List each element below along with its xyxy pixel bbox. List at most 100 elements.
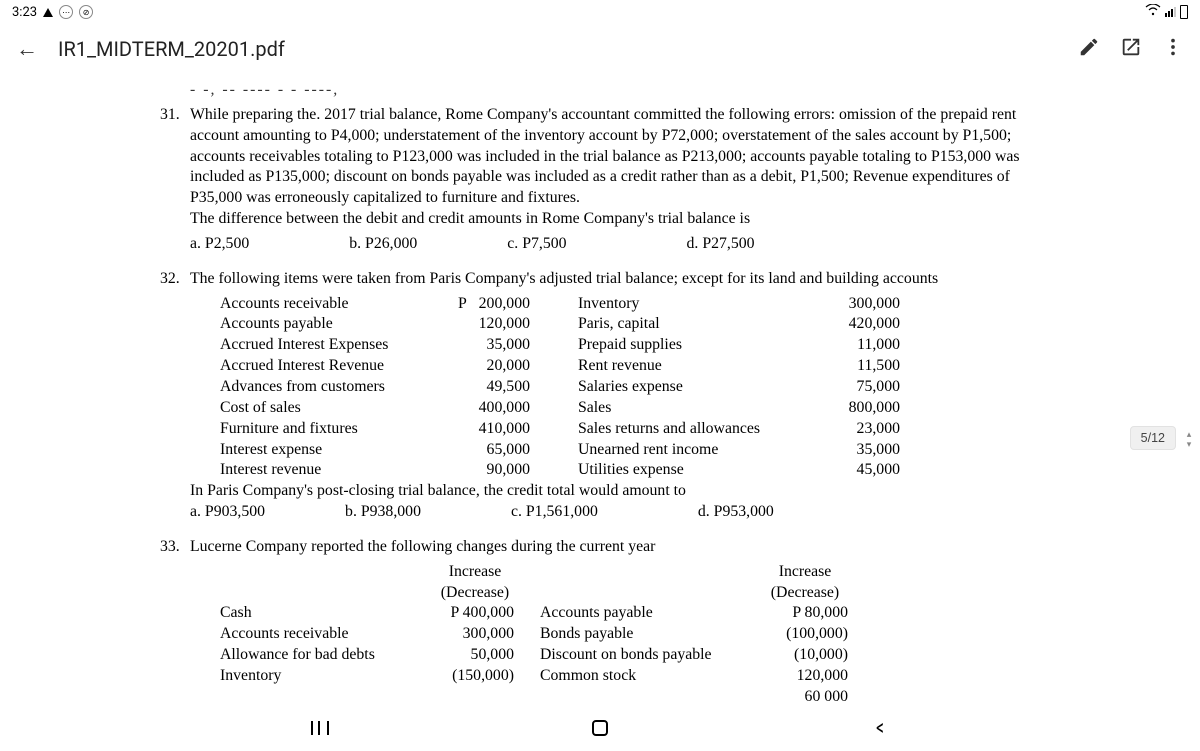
battery-icon [1180, 5, 1188, 19]
acct-val: 65,000 [450, 440, 530, 461]
choice-b: b. P26,000 [349, 234, 417, 255]
app-bar: ← IR1_MIDTERM_20201.pdf [0, 24, 1200, 74]
table-cell: 300,000 [420, 624, 530, 645]
table-cell: P 80,000 [750, 603, 860, 624]
acct-name: Interest expense [220, 440, 420, 461]
status-bar: 3:23 ⋯ ⊘ [0, 0, 1200, 24]
question-number: 33. [160, 537, 190, 558]
col-header: Increase [750, 562, 860, 583]
acct-name: Advances from customers [220, 377, 420, 398]
table-cell: (100,000) [750, 624, 860, 645]
open-external-icon[interactable] [1120, 36, 1142, 63]
acct-val: 75,000 [820, 377, 900, 398]
recents-button[interactable] [309, 717, 331, 739]
acct-val: 90,000 [450, 460, 530, 481]
acct-name: Paris, capital [578, 314, 790, 335]
acct-val: 45,000 [820, 460, 900, 481]
document-title: IR1_MIDTERM_20201.pdf [58, 37, 1058, 61]
table-cell: Allowance for bad debts [220, 645, 420, 666]
q33-table: Increase Increase (Decrease) (Decrease) … [160, 562, 1040, 705]
acct-name: Rent revenue [578, 356, 790, 377]
acct-val: 23,000 [820, 419, 900, 440]
signal-icon [1165, 7, 1176, 17]
choice-a: a. P2,500 [190, 234, 249, 255]
col-header: (Decrease) [750, 583, 860, 604]
question-subtext: The difference between the debit and cre… [190, 209, 1040, 230]
question-33: 33.Lucerne Company reported the followin… [160, 537, 1040, 558]
acct-val: 800,000 [820, 398, 900, 419]
acct-val: 11,000 [820, 335, 900, 356]
choice-d: d. P27,500 [687, 234, 755, 255]
table-cell: P 400,000 [420, 603, 530, 624]
table-cell: (150,000) [420, 666, 530, 687]
acct-name: Unearned rent income [578, 440, 790, 461]
question-text: While preparing the. 2017 trial balance,… [190, 106, 1020, 206]
acct-name: Inventory [578, 294, 790, 315]
acct-name: Accounts payable [220, 314, 420, 335]
choice-d: d. P953,000 [698, 502, 774, 523]
choice-b: b. P938,000 [345, 502, 421, 523]
choice-a: a. P903,500 [190, 502, 265, 523]
table-cell: Accounts receivable [220, 624, 420, 645]
acct-val: 420,000 [820, 314, 900, 335]
table-cell: Accounts payable [530, 603, 750, 624]
back-button[interactable]: ← [16, 36, 38, 62]
table-cell: (10,000) [750, 645, 860, 666]
choice-c: c. P1,561,000 [511, 502, 598, 523]
question-text: Lucerne Company reported the following c… [190, 538, 655, 555]
acct-name: Accrued Interest Expenses [220, 335, 420, 356]
cutoff-top: - -, -- ---- - - ----, [160, 80, 1040, 101]
scroll-handle[interactable]: ▴▾ [1182, 426, 1196, 454]
nav-back-button[interactable]: < [872, 717, 887, 739]
acct-name: Utilities expense [578, 460, 790, 481]
warning-icon [43, 8, 53, 17]
table-cell: Inventory [220, 666, 420, 687]
acct-val: 410,000 [450, 419, 530, 440]
question-32: 32.The following items were taken from P… [160, 269, 1040, 290]
nav-bar: < [0, 705, 1200, 751]
choice-c: c. P7,500 [507, 234, 566, 255]
document-viewport[interactable]: - -, -- ---- - - ----, 31.While preparin… [0, 74, 1200, 705]
q32-accounts-table: Accounts receivable Accounts payable Acc… [160, 294, 1040, 482]
document-page: - -, -- ---- - - ----, 31.While preparin… [160, 74, 1040, 705]
table-cell: 120,000 [750, 666, 860, 687]
table-cell: Cash [220, 603, 420, 624]
status-alarm-icon: ⊘ [79, 5, 93, 19]
wifi-icon [1145, 4, 1161, 20]
table-cell [530, 687, 750, 705]
q32-closing-text: In Paris Company's post-closing trial ba… [160, 481, 1040, 502]
table-cell: 60 000 [750, 687, 860, 705]
question-31: 31.While preparing the. 2017 trial balan… [160, 105, 1040, 230]
table-cell [420, 687, 530, 705]
col-header: Increase [420, 562, 530, 583]
table-cell: 50,000 [420, 645, 530, 666]
acct-name: Cost of sales [220, 398, 420, 419]
question-number: 32. [160, 269, 190, 290]
table-cell: Bonds payable [530, 624, 750, 645]
col-header: (Decrease) [420, 583, 530, 604]
acct-val: P 200,000 [450, 294, 530, 315]
table-cell [220, 687, 420, 705]
q32-choices: a. P903,500 b. P938,000 c. P1,561,000 d.… [160, 502, 1040, 523]
acct-name: Interest revenue [220, 460, 420, 481]
acct-val: 300,000 [820, 294, 900, 315]
page-indicator: 5/12 [1130, 426, 1176, 450]
acct-name: Salaries expense [578, 377, 790, 398]
acct-name: Furniture and fixtures [220, 419, 420, 440]
acct-val: 400,000 [450, 398, 530, 419]
acct-val: 35,000 [820, 440, 900, 461]
acct-val: 20,000 [450, 356, 530, 377]
acct-val: 11,500 [820, 356, 900, 377]
acct-val: 49,500 [450, 377, 530, 398]
question-text: The following items were taken from Pari… [190, 270, 938, 287]
acct-name: Accounts receivable [220, 294, 420, 315]
status-indicator-icon: ⋯ [59, 5, 73, 19]
more-icon[interactable] [1162, 36, 1184, 63]
acct-name: Sales [578, 398, 790, 419]
table-cell: Common stock [530, 666, 750, 687]
acct-name: Sales returns and allowances [578, 419, 790, 440]
question-number: 31. [160, 105, 190, 126]
home-button[interactable] [589, 717, 611, 739]
edit-icon[interactable] [1078, 36, 1100, 63]
status-time: 3:23 [12, 5, 37, 20]
